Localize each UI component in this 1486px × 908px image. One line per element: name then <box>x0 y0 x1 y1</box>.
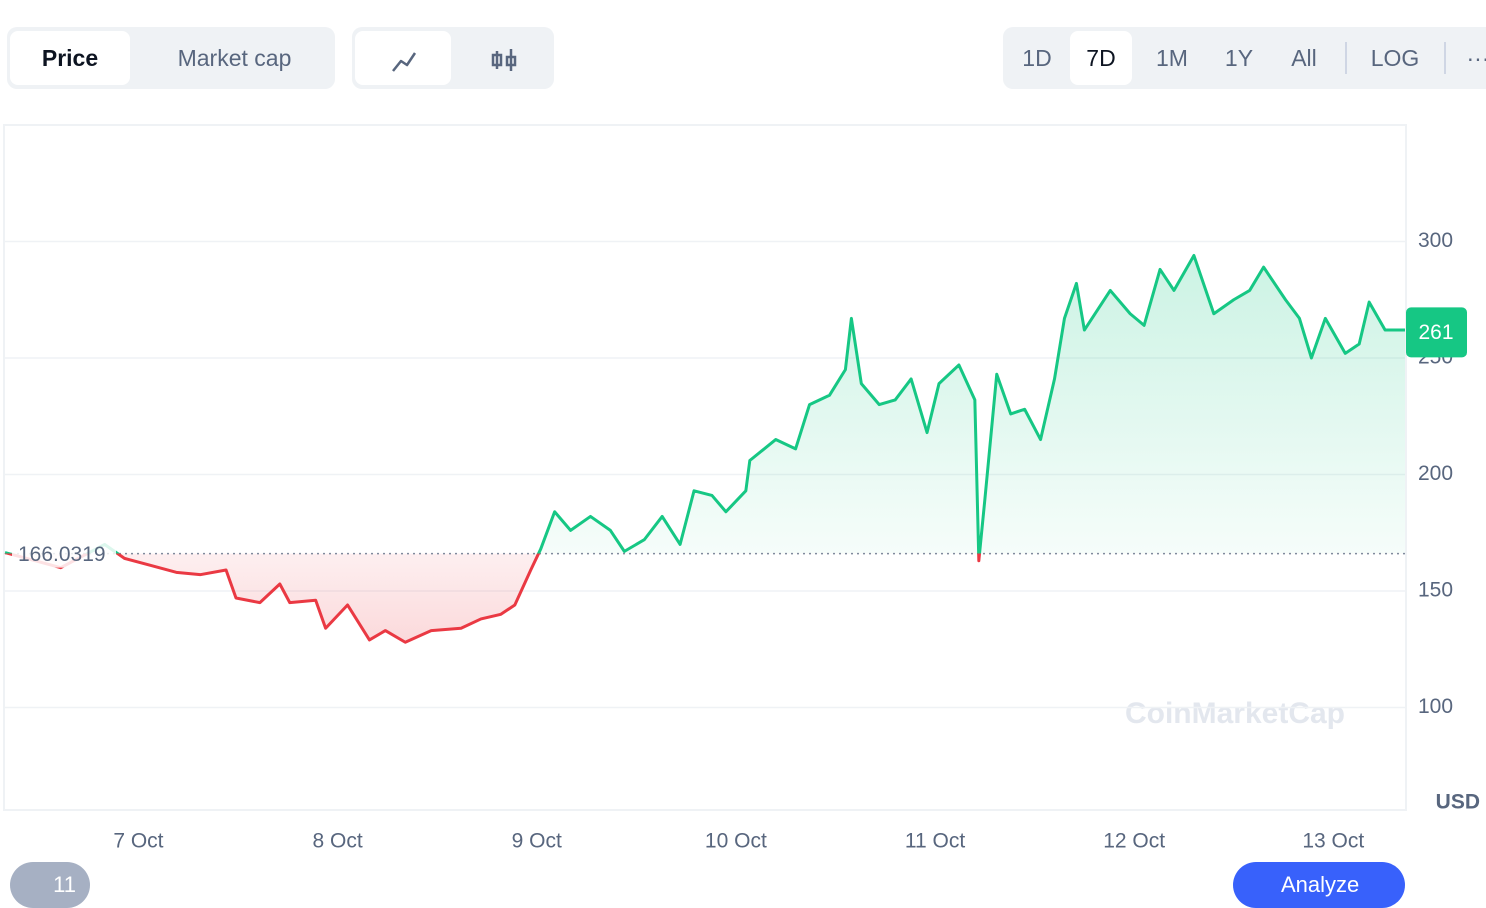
y-tick-label: 100 <box>1418 695 1453 718</box>
range-button[interactable]: 1D <box>1022 45 1052 71</box>
log-button[interactable]: LOG <box>1370 45 1420 71</box>
plot-frame <box>3 124 1407 811</box>
range-button[interactable]: 1Y <box>1224 45 1254 71</box>
analyze-button[interactable]: Analyze <box>1233 862 1405 908</box>
y-tick-label: 300 <box>1418 229 1453 252</box>
candle-icon <box>491 49 517 71</box>
y-tick-label: 200 <box>1418 462 1453 485</box>
range-button[interactable]: 7D <box>1070 31 1132 85</box>
currency-label: USD <box>1436 791 1480 814</box>
current-price-badge <box>1406 307 1467 358</box>
x-tick-label: 9 Oct <box>512 830 562 853</box>
x-tick-label: 7 Oct <box>113 830 163 853</box>
tab-group: Price Market cap <box>7 27 335 89</box>
current-price-label: 261 <box>1418 321 1453 344</box>
range-button[interactable]: All <box>1291 45 1317 71</box>
y-tick-label: 250 <box>1418 346 1453 369</box>
range-group: 1D 7D 1M 1Y All LOG ··· <box>1003 27 1486 89</box>
x-tick-label: 13 Oct <box>1302 830 1364 853</box>
line-type-button[interactable] <box>355 31 451 85</box>
baseline-label: 166.0319 <box>18 543 106 566</box>
y-tick-label: 150 <box>1418 579 1453 602</box>
more-button[interactable]: ··· <box>1466 45 1486 71</box>
baseline-label-bg <box>12 539 116 568</box>
price-line <box>4 253 1405 644</box>
price-area <box>5 255 1405 643</box>
watermark: CoinMarketCap <box>1125 697 1345 730</box>
tab[interactable]: Market cap <box>177 45 292 71</box>
history-button[interactable]: 11 <box>10 862 90 908</box>
separator <box>1345 42 1347 74</box>
range-button[interactable]: 1M <box>1156 45 1188 71</box>
x-tick-label: 12 Oct <box>1103 830 1165 853</box>
candle-type-button[interactable] <box>455 31 551 85</box>
separator <box>1444 42 1446 74</box>
type-group <box>352 27 554 89</box>
x-tick-label: 8 Oct <box>312 830 362 853</box>
x-tick-label: 10 Oct <box>705 830 767 853</box>
x-tick-label: 11 Oct <box>905 830 965 853</box>
tab[interactable]: Price <box>10 31 130 85</box>
line-icon <box>392 52 417 72</box>
